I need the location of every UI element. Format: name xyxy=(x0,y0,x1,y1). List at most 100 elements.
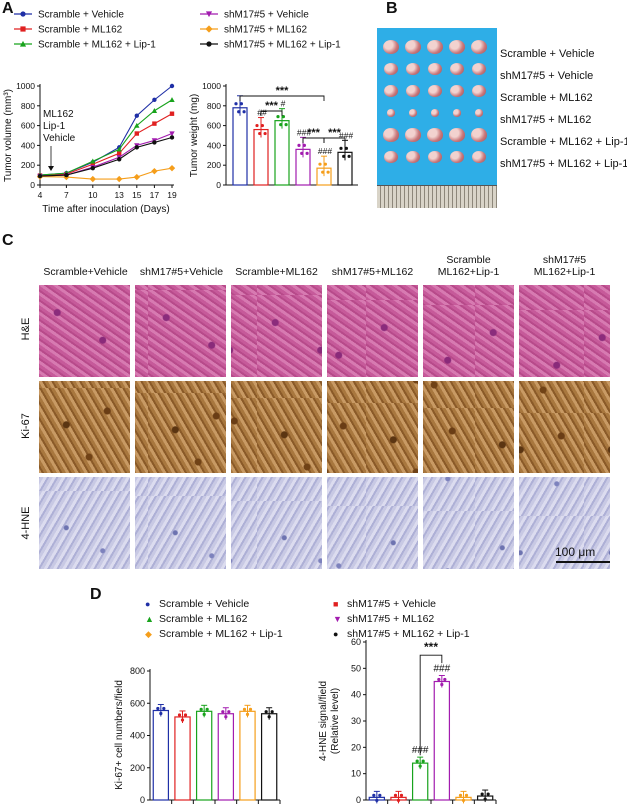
ihc-col-line1: shM17#5 xyxy=(542,254,587,266)
he-tile xyxy=(39,285,130,377)
hne-tile xyxy=(231,477,322,569)
scale-bar-label: 100 μm xyxy=(555,545,596,559)
data-point xyxy=(321,170,325,174)
data-point xyxy=(224,715,228,719)
data-point xyxy=(263,131,267,136)
data-point xyxy=(159,711,163,716)
marker xyxy=(205,25,213,33)
data-point xyxy=(393,793,398,797)
photo-label: Scramble + ML162 + Lip-1 xyxy=(500,136,627,148)
legend-label: Scramble + ML162 xyxy=(159,613,248,625)
data-point xyxy=(461,798,466,802)
tumor xyxy=(405,128,421,142)
bar xyxy=(274,120,290,186)
tumor xyxy=(428,85,442,97)
legend-label: shM17#5 + ML162 + Lip-1 xyxy=(224,40,341,51)
ihc-col-head: Scramble+ML162 xyxy=(229,266,324,278)
bar-annotation: ### xyxy=(318,146,332,156)
marker xyxy=(152,140,157,145)
data-point xyxy=(267,715,271,719)
ihc-col-head: shM17#5 ML162+Lip-1 xyxy=(517,254,612,278)
y-tick-label: 60 xyxy=(351,637,361,647)
panel-letter-d: D xyxy=(90,586,102,603)
data-point xyxy=(305,151,309,155)
y-tick-label: 200 xyxy=(130,763,145,773)
legend-marker-icon: ● xyxy=(145,599,151,609)
legend-item: ● shM17#5 + ML162 + Lip-1 xyxy=(333,628,470,643)
photo-label: Scramble + ML162 xyxy=(500,92,593,104)
ki67-tile xyxy=(231,381,322,473)
marker xyxy=(168,164,176,172)
tumor xyxy=(450,85,464,97)
tumor xyxy=(406,151,420,163)
data-point xyxy=(242,110,246,114)
ihc-col-line1: Scramble xyxy=(446,254,491,266)
tumor xyxy=(383,62,399,76)
y-axis-label: Ki-67+ cell numbers/field xyxy=(114,680,125,790)
photo-label: shM17#5 + ML162 + Lip-1 xyxy=(500,158,627,170)
he-tile xyxy=(423,285,514,377)
legend-label: Scramble + ML162 + Lip-1 xyxy=(159,628,283,640)
data-point xyxy=(339,146,343,150)
data-point xyxy=(255,123,259,128)
bar xyxy=(174,716,191,801)
y-axis-label: Tumor volume (mm³) xyxy=(3,89,14,182)
legend-marker-icon: ● xyxy=(333,629,339,639)
y-tick-label: 400 xyxy=(207,140,221,150)
ki67-tile xyxy=(39,381,130,473)
sig-label: *** xyxy=(424,640,438,654)
annotation-arrowhead xyxy=(48,166,54,171)
y-axis-label-2: (Relative level) xyxy=(330,688,341,754)
ihc-row-head: H&E xyxy=(20,317,32,341)
bar xyxy=(195,710,213,801)
legend-item: ▲ Scramble + ML162 xyxy=(145,613,283,628)
annotation-label: Vehicle xyxy=(43,133,76,144)
marker xyxy=(116,146,122,152)
ki67-tile xyxy=(519,381,610,473)
x-tick-label: 15 xyxy=(132,190,142,200)
legend-item: ▼ shM17#5 + ML162 xyxy=(333,613,470,628)
ihc-row-head: 4-HNE xyxy=(20,506,32,540)
data-point xyxy=(180,718,185,722)
marker xyxy=(89,175,96,183)
marker xyxy=(90,162,95,167)
legend-label: Scramble + ML162 xyxy=(38,25,123,36)
legend-item: ■ shM17#5 + Vehicle xyxy=(333,598,470,613)
data-point xyxy=(440,682,444,687)
panel-a-figure: Scramble + Vehicle Scramble + ML162 Scramb… xyxy=(3,10,358,215)
data-point xyxy=(276,115,280,119)
legend-item: ● Scramble + Vehicle xyxy=(145,598,283,613)
data-point xyxy=(483,797,487,801)
y-tick-label: 200 xyxy=(207,160,221,170)
panel-letter-c: C xyxy=(2,232,14,249)
data-point xyxy=(326,170,330,174)
hne-tile xyxy=(39,477,130,569)
data-point xyxy=(239,102,243,106)
tumor xyxy=(405,40,421,54)
legend-label: Scramble + Vehicle xyxy=(159,598,250,610)
data-point xyxy=(297,143,301,147)
legend-label: shM17#5 + ML162 + Lip-1 xyxy=(347,628,470,640)
y-tick-label: 0 xyxy=(216,180,221,190)
marker xyxy=(169,111,175,116)
tumor xyxy=(427,62,443,76)
tumor xyxy=(472,151,486,163)
he-tile xyxy=(135,285,226,377)
bar xyxy=(433,680,451,801)
tumor xyxy=(449,62,465,76)
he-tile xyxy=(519,285,610,377)
marker xyxy=(169,97,175,103)
data-point xyxy=(264,710,268,714)
photo-label: shM17#5 + ML162 xyxy=(500,114,592,126)
marker xyxy=(117,151,122,156)
hne-tile xyxy=(423,477,514,569)
marker xyxy=(134,113,139,118)
marker xyxy=(133,173,140,181)
tumor xyxy=(384,85,398,97)
tumor xyxy=(474,109,484,117)
marker xyxy=(152,121,157,126)
sig-label: *** xyxy=(307,127,321,139)
data-point xyxy=(205,707,209,711)
